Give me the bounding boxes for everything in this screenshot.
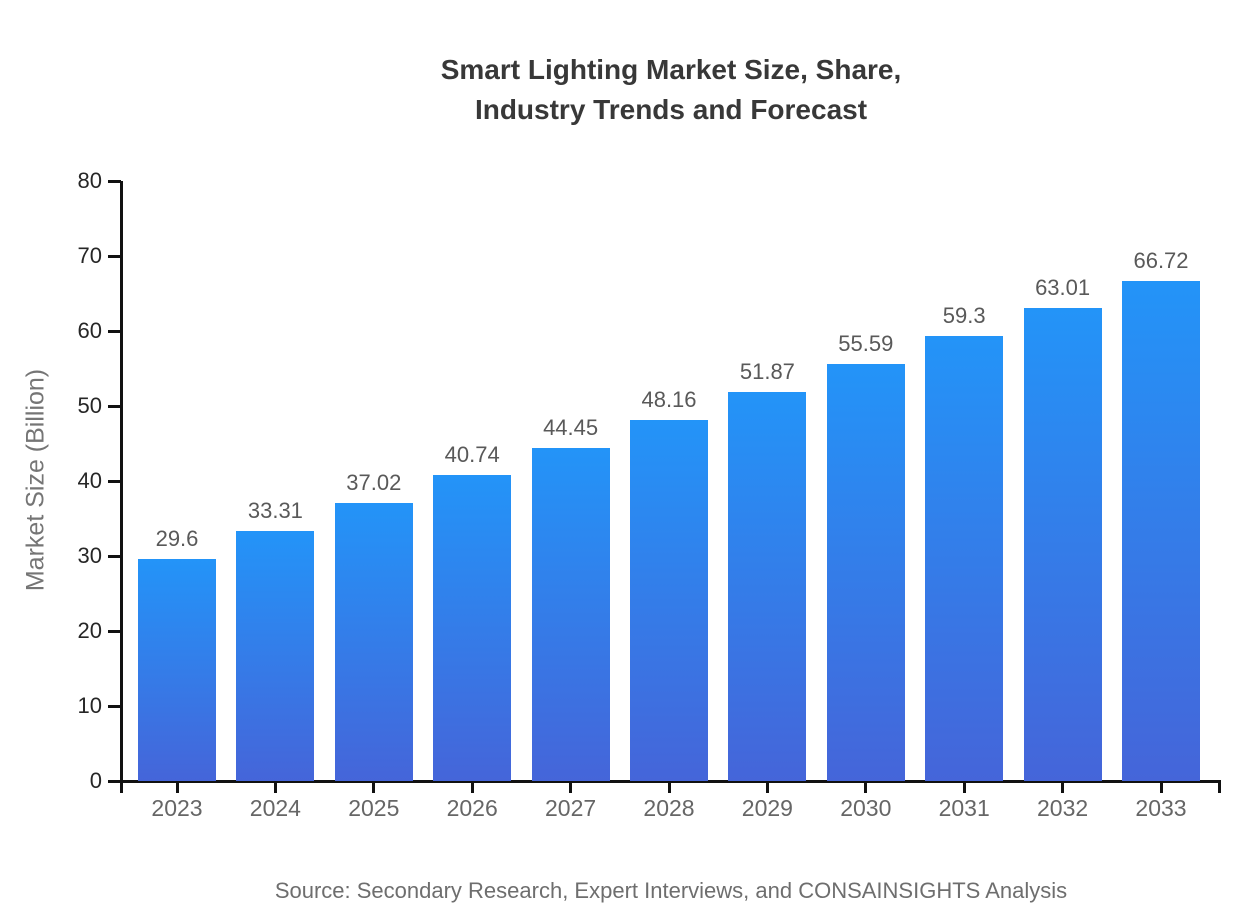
y-axis-line — [120, 181, 123, 793]
bar-value-label: 33.31 — [247, 498, 303, 524]
y-tick — [108, 405, 121, 408]
bar-value-label: 66.72 — [1133, 247, 1189, 273]
bar — [925, 336, 1004, 781]
x-tick — [1061, 781, 1065, 793]
x-tick-label: 2028 — [643, 795, 695, 821]
x-tick-label: 2024 — [249, 795, 301, 821]
bar-value-label: 55.59 — [838, 331, 894, 357]
x-tick-label: 2027 — [545, 795, 597, 821]
source-note: Source: Secondary Research, Expert Inter… — [274, 878, 1068, 903]
x-tick — [470, 781, 474, 793]
x-tick-label: 2023 — [151, 795, 203, 821]
y-tick-label: 0 — [89, 768, 102, 793]
x-tick — [765, 781, 769, 793]
x-tick — [667, 781, 671, 793]
x-tick-label: 2026 — [446, 795, 498, 821]
bar-value-label: 48.16 — [641, 386, 697, 412]
bar — [138, 559, 216, 781]
x-tick — [175, 781, 179, 793]
x-tick — [1159, 781, 1163, 793]
y-tick-label: 60 — [77, 318, 102, 343]
bar — [728, 391, 807, 781]
x-axis-line — [108, 780, 1221, 783]
y-tick — [108, 630, 121, 633]
bar — [1122, 280, 1200, 781]
x-tick — [569, 781, 573, 793]
bar-value-label: 59.3 — [942, 303, 986, 329]
y-tick — [108, 555, 121, 558]
x-tick — [273, 781, 277, 793]
y-tick-label: 20 — [77, 618, 102, 643]
y-tick-label: 80 — [77, 168, 102, 193]
bar — [531, 447, 610, 781]
y-tick-label: 30 — [77, 543, 102, 568]
bar — [826, 364, 905, 781]
x-tick-label: 2025 — [348, 795, 400, 821]
x-tick — [962, 781, 966, 793]
x-tick — [372, 781, 376, 793]
y-tick — [108, 480, 121, 483]
x-tick — [864, 781, 868, 793]
bar — [236, 531, 315, 781]
bar-value-label: 44.45 — [543, 414, 599, 440]
bar — [334, 503, 413, 781]
bar-value-label: 63.01 — [1035, 275, 1091, 301]
bar — [630, 419, 708, 781]
bar — [433, 475, 512, 781]
bar-value-label: 37.02 — [346, 470, 402, 496]
bar-value-label: 51.87 — [739, 358, 795, 384]
x-tick-label: 2029 — [741, 795, 793, 821]
y-tick — [108, 180, 121, 183]
y-tick-label: 50 — [77, 393, 102, 418]
y-tick-label: 70 — [77, 243, 102, 268]
x-tick-label: 2032 — [1037, 795, 1089, 821]
y-tick — [108, 780, 121, 783]
x-tick-label: 2030 — [840, 795, 892, 821]
chart-title: Smart Lighting Market Size, Share, Indus… — [440, 54, 902, 125]
y-tick — [108, 330, 121, 333]
bar-value-label: 29.6 — [155, 526, 199, 551]
y-tick — [108, 255, 121, 258]
bar — [1023, 308, 1102, 781]
x-axis-end-tick — [1218, 781, 1221, 793]
y-tick-label: 10 — [77, 693, 102, 718]
y-tick-label: 40 — [77, 468, 102, 493]
bar-value-label: 40.74 — [444, 442, 500, 468]
x-tick-label: 2031 — [938, 795, 990, 821]
y-tick — [108, 705, 121, 708]
x-tick-label: 2033 — [1135, 795, 1187, 821]
